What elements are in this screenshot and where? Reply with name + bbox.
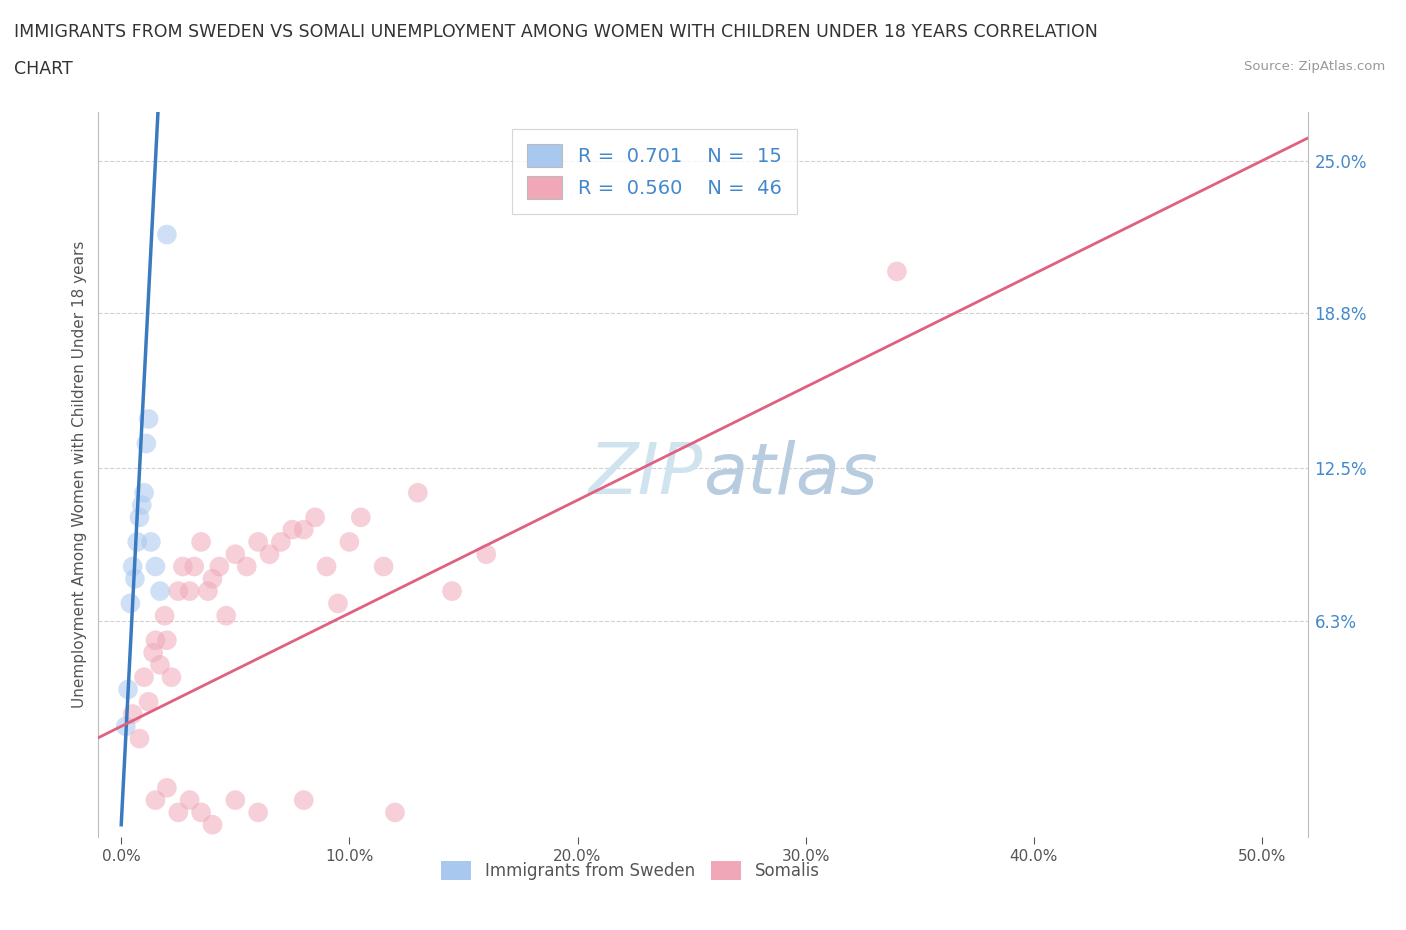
Point	[247, 805, 270, 820]
Point	[224, 792, 246, 807]
Text: Source: ZipAtlas.com: Source: ZipAtlas.com	[1244, 60, 1385, 73]
Point	[292, 522, 315, 537]
Point	[124, 571, 146, 586]
Point	[441, 584, 464, 599]
Point	[201, 817, 224, 832]
Point	[235, 559, 257, 574]
Point	[139, 535, 162, 550]
Point	[138, 695, 160, 710]
Point	[127, 535, 149, 550]
Point	[156, 632, 179, 647]
Point	[406, 485, 429, 500]
Point	[208, 559, 231, 574]
Point	[138, 412, 160, 427]
Point	[384, 805, 406, 820]
Point	[183, 559, 205, 574]
Point	[337, 535, 360, 550]
Point	[156, 227, 179, 242]
Point	[179, 792, 201, 807]
Point	[156, 780, 179, 795]
Point	[117, 682, 139, 697]
Point	[135, 436, 157, 451]
Point	[201, 571, 224, 586]
Point	[475, 547, 498, 562]
Y-axis label: Unemployment Among Women with Children Under 18 years: Unemployment Among Women with Children U…	[72, 241, 87, 708]
Point	[270, 535, 292, 550]
Point	[149, 658, 172, 672]
Point	[153, 608, 176, 623]
Point	[315, 559, 337, 574]
Point	[114, 719, 136, 734]
Point	[121, 559, 143, 574]
Point	[326, 596, 349, 611]
Point	[172, 559, 194, 574]
Point	[179, 584, 201, 599]
Point	[373, 559, 395, 574]
Point	[304, 510, 326, 525]
Point	[281, 522, 304, 537]
Point	[190, 535, 212, 550]
Point	[167, 805, 190, 820]
Point	[121, 707, 143, 722]
Point	[886, 264, 908, 279]
Point	[145, 792, 167, 807]
Point	[149, 584, 172, 599]
Point	[131, 498, 153, 512]
Point	[132, 485, 155, 500]
Point	[259, 547, 281, 562]
Legend: Immigrants from Sweden, Somalis: Immigrants from Sweden, Somalis	[434, 854, 827, 886]
Point	[215, 608, 238, 623]
Point	[247, 535, 270, 550]
Point	[197, 584, 219, 599]
Point	[128, 510, 150, 525]
Point	[120, 596, 142, 611]
Point	[224, 547, 246, 562]
Text: IMMIGRANTS FROM SWEDEN VS SOMALI UNEMPLOYMENT AMONG WOMEN WITH CHILDREN UNDER 18: IMMIGRANTS FROM SWEDEN VS SOMALI UNEMPLO…	[14, 23, 1098, 41]
Text: ZIP: ZIP	[589, 440, 703, 509]
Point	[145, 632, 167, 647]
Point	[167, 584, 190, 599]
Point	[190, 805, 212, 820]
Text: atlas: atlas	[703, 440, 877, 509]
Point	[142, 645, 165, 660]
Point	[292, 792, 315, 807]
Point	[132, 670, 155, 684]
Point	[160, 670, 183, 684]
Point	[350, 510, 373, 525]
Text: CHART: CHART	[14, 60, 73, 78]
Point	[145, 559, 167, 574]
Point	[128, 731, 150, 746]
